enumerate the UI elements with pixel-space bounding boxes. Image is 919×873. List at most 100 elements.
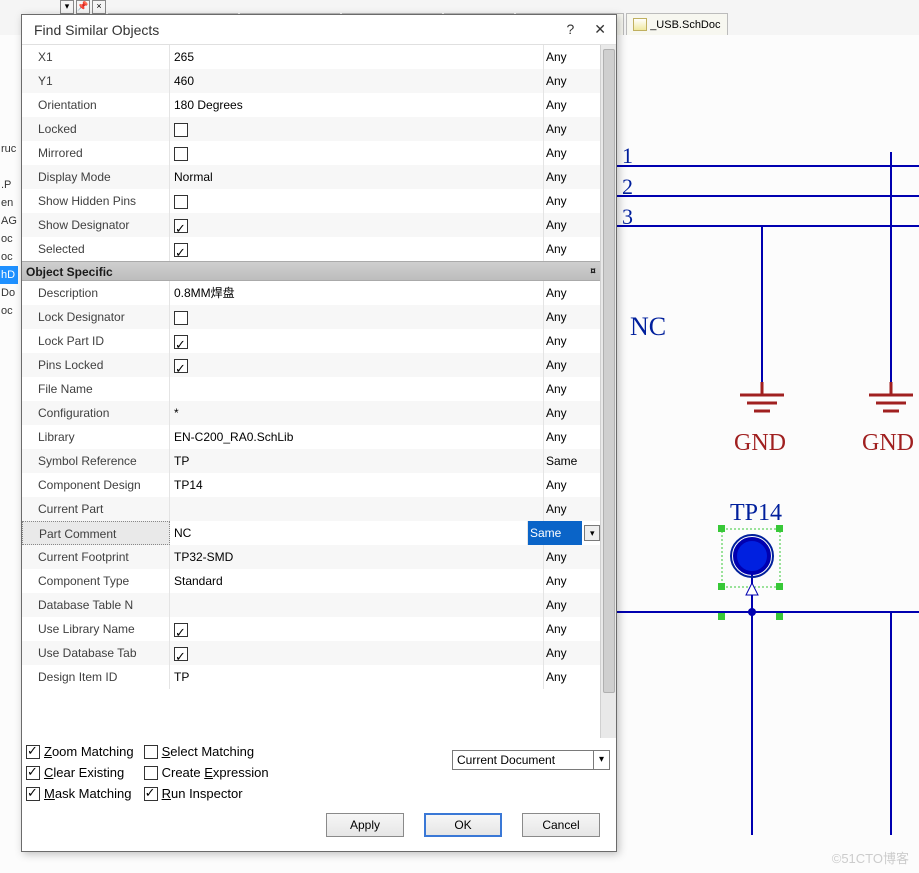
match-mode[interactable]: Any <box>544 641 600 665</box>
apply-button[interactable]: Apply <box>326 813 404 837</box>
checkbox-icon[interactable] <box>26 787 40 801</box>
left-panel-item[interactable]: en <box>0 194 18 212</box>
match-mode[interactable]: Any <box>544 569 600 593</box>
property-value[interactable]: Standard <box>170 569 544 593</box>
property-value[interactable]: 0.8MM焊盘 <box>170 281 544 305</box>
property-value[interactable]: 180 Degrees <box>170 93 544 117</box>
property-value[interactable]: TP <box>170 449 544 473</box>
property-value[interactable]: 265 <box>170 45 544 69</box>
property-row[interactable]: X1265Any <box>22 45 600 69</box>
checkbox[interactable] <box>174 147 188 161</box>
left-panel-item[interactable]: hD <box>0 266 18 284</box>
close-icon[interactable]: ✕ <box>594 21 606 38</box>
property-value[interactable] <box>170 117 544 141</box>
checkbox[interactable] <box>174 195 188 209</box>
property-row[interactable]: Component TypeStandardAny <box>22 569 600 593</box>
property-row[interactable]: MirroredAny <box>22 141 600 165</box>
left-panel-item[interactable]: Do <box>0 284 18 302</box>
scope-select[interactable]: Current Document ▾ <box>452 750 610 770</box>
property-row[interactable]: Description0.8MM焊盘Any <box>22 281 600 305</box>
match-mode[interactable]: Any <box>544 353 600 377</box>
unpin-icon[interactable]: 📌 <box>76 0 90 14</box>
checkbox-icon[interactable] <box>144 766 158 780</box>
property-row[interactable]: Current PartAny <box>22 497 600 521</box>
checkbox-icon[interactable] <box>144 745 158 759</box>
property-row[interactable]: Current FootprintTP32-SMDAny <box>22 545 600 569</box>
left-panel-item[interactable]: ruc <box>0 140 18 158</box>
property-row[interactable]: Show DesignatorAny <box>22 213 600 237</box>
property-value[interactable]: EN-C200_RA0.SchLib <box>170 425 544 449</box>
property-value[interactable] <box>170 329 544 353</box>
option-checkbox[interactable]: Create Expression <box>144 765 269 780</box>
property-row[interactable]: Database Table NAny <box>22 593 600 617</box>
property-row[interactable]: Orientation180 DegreesAny <box>22 93 600 117</box>
cancel-button[interactable]: Cancel <box>522 813 600 837</box>
chevron-down-icon[interactable]: ▾ <box>593 751 609 769</box>
property-row[interactable]: Use Library NameAny <box>22 617 600 641</box>
collapse-icon[interactable]: ¤ <box>586 262 600 280</box>
left-panel-item[interactable]: oc <box>0 230 18 248</box>
property-value[interactable] <box>170 353 544 377</box>
checkbox[interactable] <box>174 647 188 661</box>
option-checkbox[interactable]: Zoom Matching <box>26 744 134 759</box>
left-panel-item[interactable]: AG <box>0 212 18 230</box>
checkbox-icon[interactable] <box>144 787 158 801</box>
property-value[interactable] <box>170 213 544 237</box>
match-mode[interactable]: Any <box>544 69 600 93</box>
property-value[interactable] <box>170 237 544 261</box>
checkbox[interactable] <box>174 335 188 349</box>
property-row[interactable]: Display ModeNormalAny <box>22 165 600 189</box>
property-row[interactable]: File NameAny <box>22 377 600 401</box>
property-row[interactable]: Use Database TabAny <box>22 641 600 665</box>
property-row[interactable]: Symbol ReferenceTPSame <box>22 449 600 473</box>
match-mode[interactable]: Any <box>544 665 600 689</box>
property-row[interactable]: Design Item IDTPAny <box>22 665 600 689</box>
match-mode[interactable]: Same <box>544 449 600 473</box>
property-value[interactable] <box>170 305 544 329</box>
match-mode[interactable]: Any <box>544 281 600 305</box>
option-checkbox[interactable]: Select Matching <box>144 744 269 759</box>
grid-scrollbar[interactable] <box>600 45 616 738</box>
match-mode[interactable]: Any <box>544 237 600 261</box>
property-row[interactable]: LibraryEN-C200_RA0.SchLibAny <box>22 425 600 449</box>
help-icon[interactable]: ? <box>566 21 574 38</box>
option-checkbox[interactable]: Clear Existing <box>26 765 134 780</box>
match-mode[interactable]: Any <box>544 305 600 329</box>
property-value[interactable] <box>170 641 544 665</box>
checkbox-icon[interactable] <box>26 766 40 780</box>
match-mode[interactable]: Any <box>544 165 600 189</box>
property-value[interactable]: Normal <box>170 165 544 189</box>
property-row[interactable]: SelectedAny <box>22 237 600 261</box>
checkbox[interactable] <box>174 623 188 637</box>
property-value[interactable] <box>170 617 544 641</box>
property-value[interactable] <box>170 497 544 521</box>
chevron-down-icon[interactable]: ▾ <box>584 525 600 541</box>
property-value[interactable]: 460 <box>170 69 544 93</box>
property-grid[interactable]: X1265AnyY1460AnyOrientation180 DegreesAn… <box>22 45 600 738</box>
property-value[interactable]: TP32-SMD <box>170 545 544 569</box>
match-mode[interactable]: Any <box>544 545 600 569</box>
match-mode[interactable]: Any <box>544 45 600 69</box>
option-checkbox[interactable]: Mask Matching <box>26 786 134 801</box>
close-panel-icon[interactable]: × <box>92 0 106 14</box>
property-row[interactable]: Part CommentNCSame▾ <box>22 521 600 545</box>
checkbox-icon[interactable] <box>26 745 40 759</box>
property-row[interactable]: Configuration*Any <box>22 401 600 425</box>
property-value[interactable]: * <box>170 401 544 425</box>
section-header[interactable]: Object Specific¤ <box>22 261 600 281</box>
property-row[interactable]: LockedAny <box>22 117 600 141</box>
left-panel-item[interactable] <box>0 158 18 176</box>
property-row[interactable]: Lock DesignatorAny <box>22 305 600 329</box>
property-value[interactable]: TP14 <box>170 473 544 497</box>
left-panel-item[interactable]: .P <box>0 176 18 194</box>
match-mode[interactable]: Any <box>544 425 600 449</box>
property-row[interactable]: Component DesignTP14Any <box>22 473 600 497</box>
checkbox[interactable] <box>174 243 188 257</box>
property-value[interactable] <box>170 141 544 165</box>
match-mode[interactable]: Any <box>544 93 600 117</box>
match-mode[interactable]: Any <box>544 593 600 617</box>
property-row[interactable]: Lock Part IDAny <box>22 329 600 353</box>
match-mode[interactable]: Any <box>544 401 600 425</box>
property-value[interactable]: NC <box>170 521 528 545</box>
match-mode[interactable]: Any <box>544 473 600 497</box>
